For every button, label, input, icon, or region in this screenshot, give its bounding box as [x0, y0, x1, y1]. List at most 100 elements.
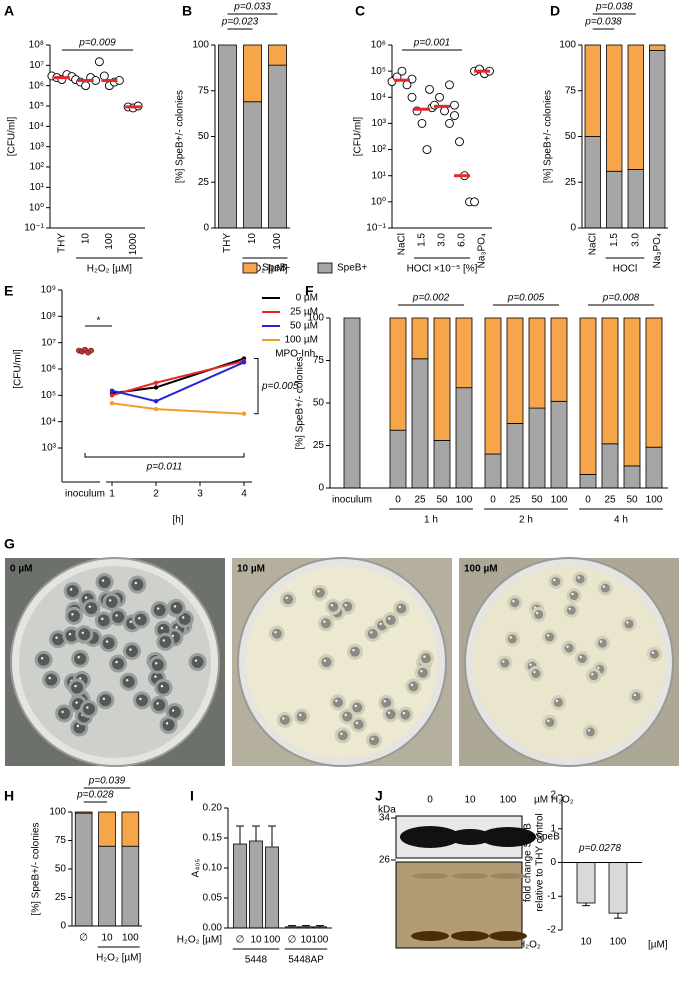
colony	[74, 652, 87, 665]
colony	[367, 628, 378, 639]
bar-segment	[218, 44, 237, 229]
colony-shine	[512, 599, 515, 603]
colony	[553, 697, 563, 707]
x-tick-label: NaCl	[587, 233, 598, 255]
x-tick-label: 100	[610, 937, 627, 948]
x-tick-label: THY	[57, 233, 68, 253]
y-tick-label: 1	[550, 823, 556, 834]
data-point	[81, 81, 91, 91]
colony-shine	[182, 616, 185, 619]
y-tick-label: 50	[565, 131, 577, 142]
colony-shine	[602, 585, 606, 588]
group-label: 2 h	[519, 515, 533, 526]
colony	[168, 706, 181, 719]
band	[400, 826, 460, 848]
colony-shine	[40, 657, 44, 660]
colony	[271, 628, 282, 639]
colony-shine	[597, 666, 600, 670]
bar	[249, 840, 263, 929]
colony-shine	[555, 699, 559, 703]
x-tick-label: inoculum	[65, 489, 105, 500]
bar-segment	[528, 317, 546, 409]
colony	[600, 583, 610, 593]
y-tick-label: 75	[55, 835, 67, 846]
colony	[283, 594, 294, 605]
colony	[531, 669, 541, 679]
colony-shine	[125, 679, 129, 682]
series-line	[111, 357, 245, 395]
colony-shine	[88, 605, 91, 608]
colony	[157, 623, 170, 636]
y-tick-label: 10⁹	[41, 285, 56, 296]
axis-title: [%] SpeB+/- colonies	[295, 356, 306, 449]
x-axis-title: [h]	[172, 515, 183, 526]
colony-shine	[317, 590, 320, 593]
data-point	[440, 106, 449, 116]
colony	[507, 634, 517, 644]
y-tick-label: 10²	[30, 162, 45, 173]
y-tick-label: 10⁴	[41, 416, 56, 427]
colony-shine	[402, 711, 406, 715]
colony-shine	[129, 620, 132, 624]
legend-label: 0 µM	[296, 293, 318, 304]
bar-segment	[243, 44, 262, 103]
colony	[159, 635, 172, 648]
annotation: p=0.005	[507, 293, 545, 304]
colony-shine	[134, 581, 138, 585]
y-tick-label: 0	[570, 223, 576, 234]
colony-shine	[587, 729, 591, 732]
y-tick-label: 10⁶	[41, 364, 56, 375]
colony	[296, 711, 307, 722]
colony	[417, 667, 428, 678]
colony	[66, 584, 79, 597]
panel-letter: I	[190, 788, 194, 804]
bar-segment	[649, 44, 666, 51]
annotation: p=0.038	[584, 17, 622, 28]
x-tick-label: 25	[414, 495, 426, 506]
bar-segment	[645, 446, 663, 489]
x-tick-label: Na₃PO₄	[477, 233, 488, 268]
data-point	[407, 92, 417, 102]
axis-title: [CFU/ml]	[13, 349, 24, 389]
plate-label: 10 µM	[237, 564, 265, 575]
bar-segment	[433, 317, 451, 441]
x-axis-unit: [µM]	[648, 940, 668, 951]
group-label: H₂O₂ [µM]	[242, 264, 287, 275]
colony	[97, 614, 110, 627]
colony-shine	[194, 659, 198, 662]
y-tick-label: 2	[550, 790, 556, 801]
series-point	[241, 360, 247, 365]
x-tick-label: ∅	[288, 935, 297, 946]
colony-shine	[344, 603, 347, 607]
colony	[337, 730, 348, 741]
band	[480, 827, 536, 847]
colony-shine	[599, 640, 603, 643]
plate-label: 0 µM	[10, 564, 32, 575]
gel-band	[412, 873, 448, 879]
y-tick-label: 0.05	[203, 893, 223, 904]
colony	[624, 619, 634, 629]
panel-letter: J	[375, 788, 383, 804]
bar	[265, 846, 279, 929]
data-point	[422, 145, 432, 155]
colony	[99, 694, 112, 707]
bar-segment	[411, 317, 429, 360]
colony	[112, 657, 125, 670]
group-label: 5448AP	[288, 955, 324, 966]
agar	[473, 566, 665, 758]
colony-shine	[383, 700, 386, 703]
bar-segment	[121, 845, 140, 927]
colony-shine	[388, 617, 391, 620]
bar-segment	[606, 44, 623, 172]
colony	[134, 613, 147, 626]
colony-shine	[81, 631, 84, 634]
colony	[575, 574, 585, 584]
colony	[191, 656, 204, 669]
bar	[233, 843, 247, 929]
gel-band	[452, 873, 488, 879]
colony-shine	[139, 697, 142, 701]
y-tick-label: 0	[550, 857, 556, 868]
legend-swatch	[317, 262, 333, 274]
y-tick-label: 10⁵	[41, 390, 56, 401]
colony	[352, 702, 363, 713]
